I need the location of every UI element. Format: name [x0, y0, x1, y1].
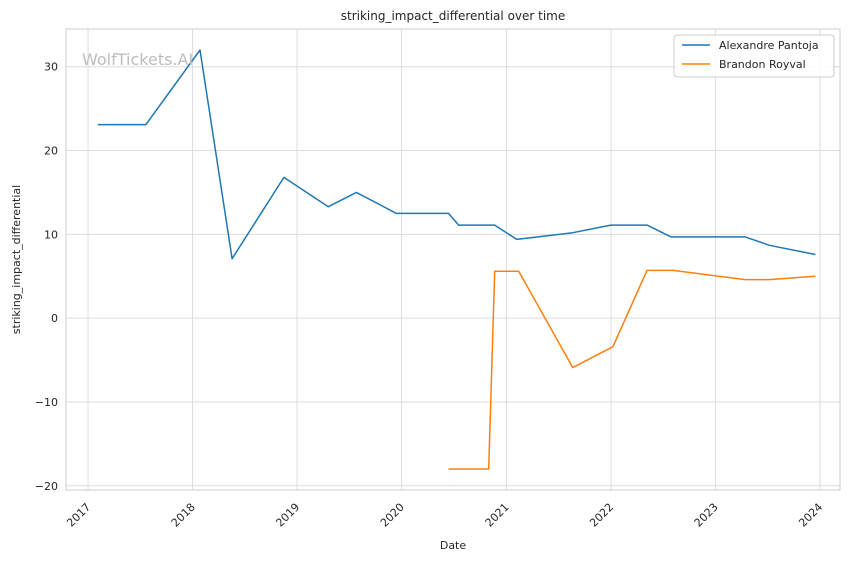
x-tick-label: 2022	[587, 501, 616, 530]
series-lines	[97, 49, 816, 470]
chart-title: striking_impact_differential over time	[341, 9, 566, 23]
series-line-1	[97, 49, 816, 260]
grid	[66, 29, 840, 490]
x-tick-label: 2021	[483, 501, 512, 530]
x-tick-label: 2018	[169, 501, 198, 530]
x-axis: 2017 2018 2019 2020 2021 2022 2023 2024	[64, 501, 825, 530]
plot-frame	[65, 28, 841, 491]
x-tick-label: 2017	[64, 501, 93, 530]
x-axis-label: Date	[440, 539, 467, 552]
series-line-2	[448, 269, 816, 470]
x-tick-label: 2023	[692, 501, 721, 530]
legend-label: Brandon Royval	[719, 58, 806, 71]
watermark: WolfTickets.AI	[82, 50, 193, 69]
legend-label: Alexandre Pantoja	[719, 39, 819, 52]
y-tick-label: −10	[35, 396, 58, 409]
legend: Alexandre Pantoja Brandon Royval	[673, 34, 835, 78]
y-tick-label: 10	[44, 228, 58, 241]
y-axis-label: striking_impact_differential	[10, 185, 23, 334]
y-tick-label: −20	[35, 480, 58, 493]
y-tick-label: 20	[44, 145, 58, 158]
y-axis: 30 20 10 0 −10 −20	[35, 61, 58, 493]
y-tick-label: 0	[51, 312, 58, 325]
y-tick-label: 30	[44, 61, 58, 74]
x-tick-label: 2024	[796, 501, 825, 530]
x-tick-label: 2019	[273, 501, 302, 530]
legend-box	[673, 34, 835, 78]
x-tick-label: 2020	[378, 501, 407, 530]
